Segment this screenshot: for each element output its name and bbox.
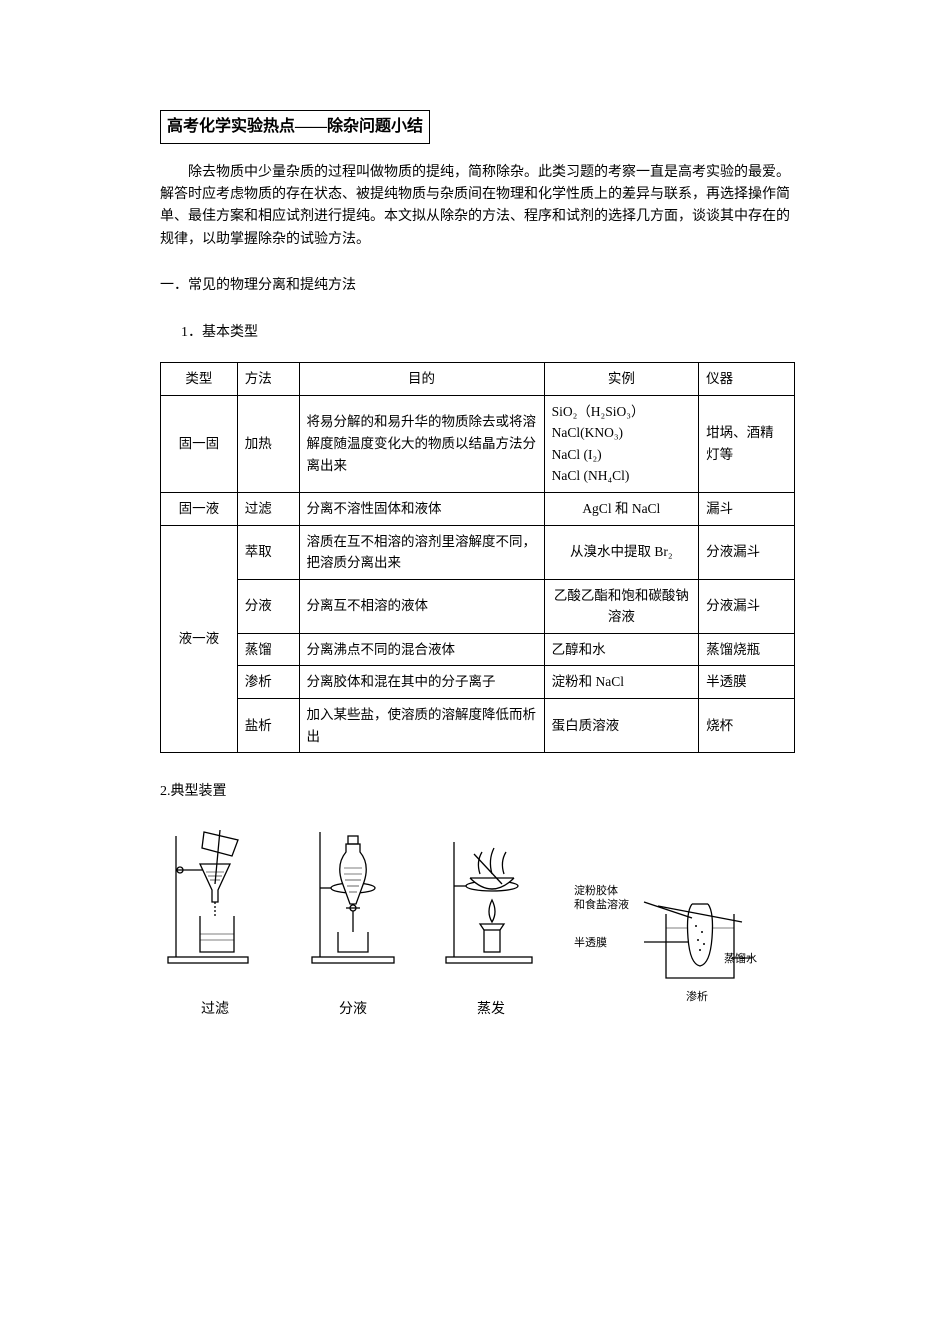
table-row: 盐析 加入某些盐，使溶质的溶解度降低而析出 蛋白质溶液 烧杯 (161, 699, 795, 753)
cell-instrument: 漏斗 (699, 492, 795, 525)
dialysis-label: 淀粉胶体 (574, 883, 618, 897)
cell-method: 蒸馏 (237, 633, 299, 666)
table-row: 分液 分离互不相溶的液体 乙酸乙酯和饱和碳酸钠溶液 分液漏斗 (161, 579, 795, 633)
cell-instrument: 半透膜 (699, 666, 795, 699)
cell-instrument: 分液漏斗 (699, 525, 795, 579)
cell-example: 乙酸乙酯和饱和碳酸钠溶液 (544, 579, 699, 633)
apparatus-figures: 过滤 (160, 824, 795, 1022)
dialysis-label: 蒸馏水 (724, 951, 757, 965)
figure-evaporation: 蒸发 (436, 824, 546, 1022)
cell-purpose: 加入某些盐，使溶质的溶解度降低而析出 (299, 699, 544, 753)
figure-dialysis: 淀粉胶体 和食盐溶液 半透膜 蒸馏水 渗析 (574, 868, 759, 1021)
cell-type: 液一液 (161, 525, 238, 753)
cell-purpose: 溶质在互不相溶的溶剂里溶解度不同，把溶质分离出来 (299, 525, 544, 579)
cell-purpose: 分离胶体和混在其中的分子离子 (299, 666, 544, 699)
dialysis-diagram-icon: 淀粉胶体 和食盐溶液 半透膜 蒸馏水 渗析 (574, 868, 759, 1013)
cell-instrument: 蒸馏烧瓶 (699, 633, 795, 666)
cell-instrument: 烧杯 (699, 699, 795, 753)
table-row: 蒸馏 分离沸点不同的混合液体 乙醇和水 蒸馏烧瓶 (161, 633, 795, 666)
section-1-heading: 一．常见的物理分离和提纯方法 (160, 275, 795, 297)
th-method: 方法 (237, 362, 299, 395)
cell-example: 乙醇和水 (544, 633, 699, 666)
cell-purpose: 分离不溶性固体和液体 (299, 492, 544, 525)
cell-type: 固一液 (161, 492, 238, 525)
evaporation-diagram-icon (436, 824, 546, 969)
separation-diagram-icon (298, 824, 408, 969)
figure-separation: 分液 (298, 824, 408, 1022)
subsection-1-heading: 1．基本类型 (181, 322, 795, 344)
cell-example: 蛋白质溶液 (544, 699, 699, 753)
dialysis-label: 半透膜 (574, 935, 607, 949)
figure-label: 蒸发 (477, 999, 505, 1021)
cell-example: 从溴水中提取 Br₂ (544, 525, 699, 579)
cell-example: 淀粉和 NaCl (544, 666, 699, 699)
th-type: 类型 (161, 362, 238, 395)
figure-label: 过滤 (201, 999, 229, 1021)
cell-method: 加热 (237, 395, 299, 492)
cell-example: SiO₂（H₂SiO₃） NaCl(KNO₃) NaCl (I₂) NaCl (… (544, 395, 699, 492)
cell-method: 萃取 (237, 525, 299, 579)
th-example: 实例 (544, 362, 699, 395)
cell-instrument: 分液漏斗 (699, 579, 795, 633)
methods-table: 类型 方法 目的 实例 仪器 固一固 加热 将易分解的和易升华的物质除去或将溶解… (160, 362, 795, 753)
subsection-2-heading: 2.典型装置 (160, 781, 795, 803)
cell-purpose: 分离互不相溶的液体 (299, 579, 544, 633)
cell-method: 盐析 (237, 699, 299, 753)
cell-type: 固一固 (161, 395, 238, 492)
th-instrument: 仪器 (699, 362, 795, 395)
cell-example: AgCl 和 NaCl (544, 492, 699, 525)
cell-method: 渗析 (237, 666, 299, 699)
table-row: 固一液 过滤 分离不溶性固体和液体 AgCl 和 NaCl 漏斗 (161, 492, 795, 525)
table-row: 渗析 分离胶体和混在其中的分子离子 淀粉和 NaCl 半透膜 (161, 666, 795, 699)
cell-purpose: 将易分解的和易升华的物质除去或将溶解度随温度变化大的物质以结晶方法分离出来 (299, 395, 544, 492)
cell-method: 分液 (237, 579, 299, 633)
dialysis-label: 和食盐溶液 (574, 897, 629, 911)
th-purpose: 目的 (299, 362, 544, 395)
intro-paragraph: 除去物质中少量杂质的过程叫做物质的提纯，简称除杂。此类习题的考察一直是高考实验的… (160, 162, 795, 252)
dialysis-caption: 渗析 (686, 989, 708, 1003)
page-title: 高考化学实验热点——除杂问题小结 (160, 110, 430, 144)
table-row: 固一固 加热 将易分解的和易升华的物质除去或将溶解度随温度变化大的物质以结晶方法… (161, 395, 795, 492)
cell-method: 过滤 (237, 492, 299, 525)
figure-label: 分液 (339, 999, 367, 1021)
cell-purpose: 分离沸点不同的混合液体 (299, 633, 544, 666)
table-header-row: 类型 方法 目的 实例 仪器 (161, 362, 795, 395)
filtration-diagram-icon (160, 824, 270, 969)
table-row: 液一液 萃取 溶质在互不相溶的溶剂里溶解度不同，把溶质分离出来 从溴水中提取 B… (161, 525, 795, 579)
figure-filtration: 过滤 (160, 824, 270, 1022)
cell-instrument: 坩埚、酒精灯等 (699, 395, 795, 492)
